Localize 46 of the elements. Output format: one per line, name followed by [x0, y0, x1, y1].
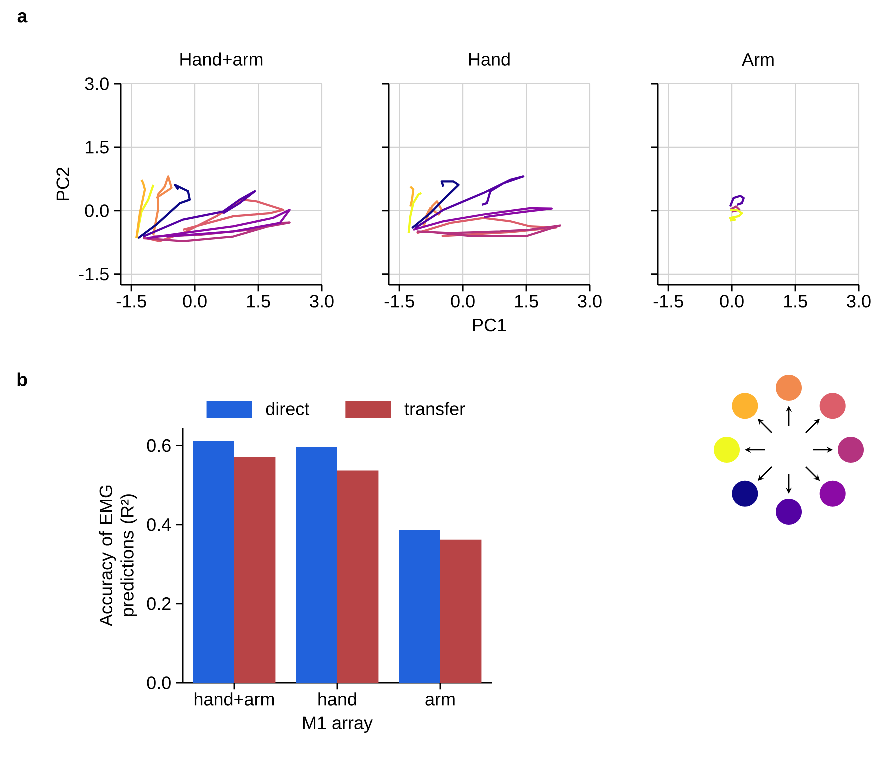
bar: [234, 457, 276, 683]
x-tick-label: 3.0: [310, 295, 334, 308]
y-tick-label: 0.0: [147, 676, 171, 690]
chart-title: Hand+arm: [180, 52, 263, 66]
x-axis-title: PC1: [473, 318, 506, 332]
line-series: [152, 176, 173, 236]
x-tick-label: 0.0: [183, 295, 207, 308]
y-tick-label: 0.0: [85, 204, 109, 218]
x-axis-title: M1 array: [303, 716, 373, 734]
x-tick-label: hand: [318, 692, 356, 706]
y-tick-label: 0.2: [147, 598, 171, 610]
x-tick-label: 0.0: [720, 295, 744, 308]
x-tick-label: 1.5: [784, 295, 808, 308]
line-series: [137, 184, 192, 240]
y-tick-label: 0.4: [147, 518, 172, 532]
y-axis-title: PC2: [56, 168, 70, 201]
y-tick-label: 3.0: [85, 78, 109, 90]
y-tick-label: 1.5: [86, 141, 109, 154]
x-tick-label: -1.5: [116, 295, 146, 308]
x-tick-label: -1.5: [654, 295, 684, 308]
chart-title: Hand: [469, 52, 510, 66]
y-tick-label: -1.5: [79, 268, 109, 281]
x-tick-label: -1.5: [384, 295, 414, 308]
x-tick-label: 1.5: [515, 295, 538, 308]
bar: [440, 540, 482, 683]
line-series: [146, 209, 291, 240]
x-tick-label: 1.5: [247, 295, 270, 308]
y-tick-label: 0.6: [147, 439, 171, 452]
legend-label: transfer: [404, 402, 466, 416]
chart-title: Arm: [742, 54, 774, 66]
y-axis-title: Accuracy of EMG predictions (R²): [99, 486, 138, 626]
x-tick-label: 3.0: [847, 295, 871, 308]
line-series: [142, 222, 291, 242]
line-series: [136, 178, 146, 240]
bar: [296, 447, 338, 683]
x-tick-label: 0.0: [451, 295, 475, 308]
x-tick-label: 3.0: [578, 295, 602, 308]
bar: [193, 441, 234, 683]
text: b: [18, 372, 28, 386]
legend-label: direct: [266, 402, 310, 416]
x-tick-label: hand+arm: [194, 692, 274, 706]
bar: [399, 530, 440, 683]
x-tick-label: arm: [426, 696, 455, 706]
line-series: [142, 190, 256, 238]
text: a: [18, 12, 28, 23]
bar: [338, 470, 379, 683]
